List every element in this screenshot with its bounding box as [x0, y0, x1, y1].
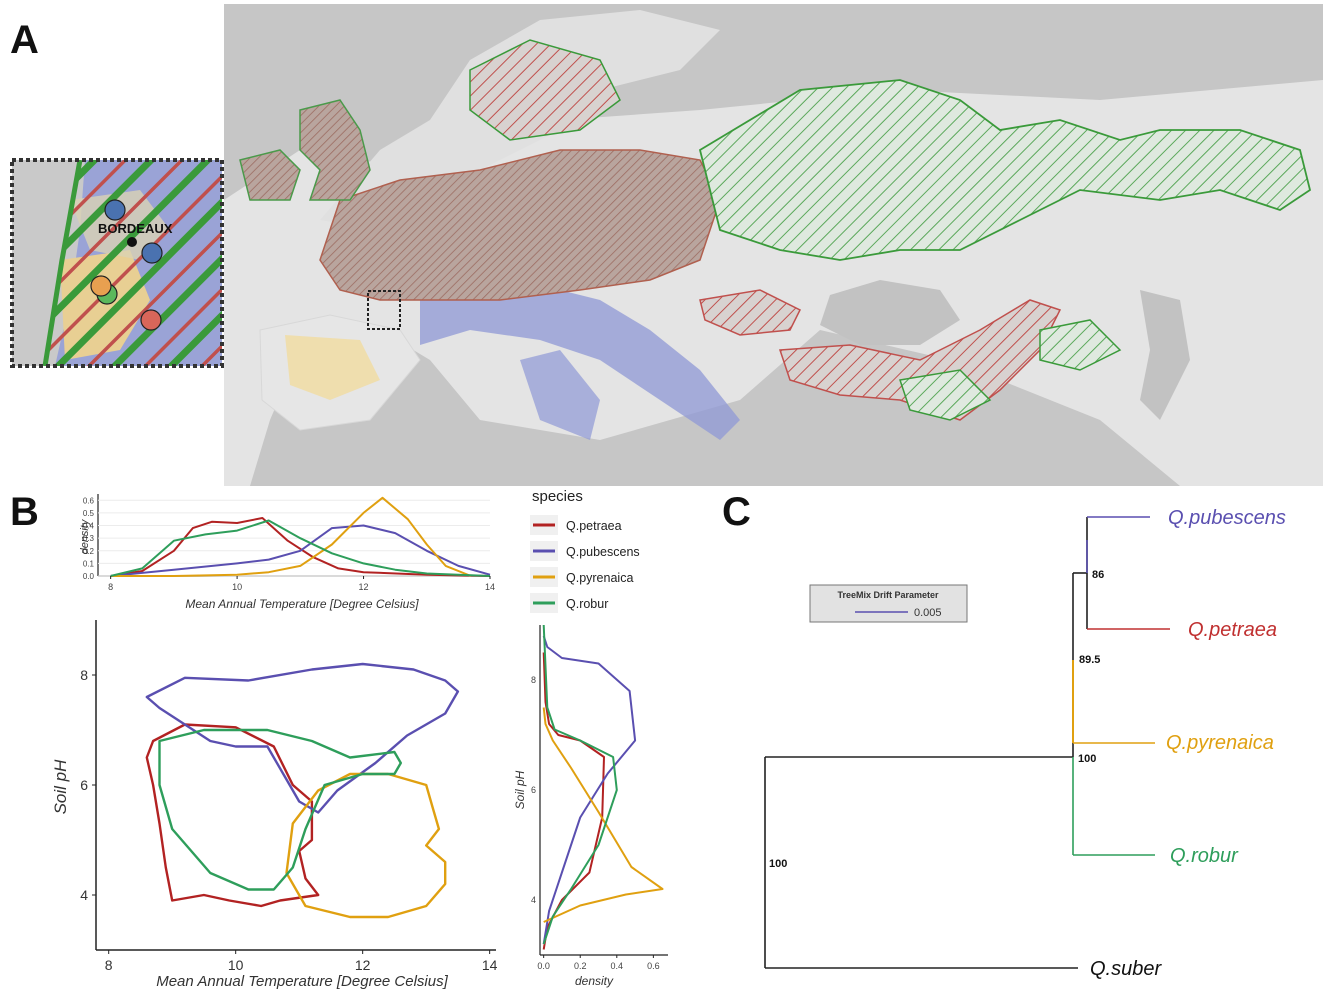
panel-label-c: C	[722, 490, 751, 534]
top-density-line-q-robur	[110, 519, 491, 577]
drift-legend-box: TreeMix Drift Parameter 0.005	[809, 584, 968, 623]
robur-east-range	[698, 79, 1312, 261]
panel-b-chart: 8 10 12 14 0.0 0.1 0.2 0.3 0.4 0.5 0.6 Mean Annua…	[51, 488, 668, 990]
tip-label-pubescens: Q.pubescens	[1168, 507, 1286, 529]
right-x-tick-label: 0.2	[574, 961, 587, 971]
top-y-tick-label: 0.5	[83, 509, 95, 518]
right-x-tick-label: 0.0	[537, 961, 550, 971]
legend-label-q-robur: Q.robur	[566, 597, 608, 611]
bootstrap-100-root: 100	[769, 858, 787, 870]
petraea-balkan-range	[699, 289, 802, 336]
contour-q-pubescens	[145, 662, 460, 814]
legend-label-q-pubescens: Q.pubescens	[566, 545, 640, 559]
top-y-tick-label: 0.1	[83, 559, 95, 568]
contour-plot: 8 10 12 14 4 6 8 Mean Annual Temperature [Deg…	[51, 620, 498, 990]
legend-label-q-pyrenaica: Q.pyrenaica	[566, 571, 633, 585]
ireland-range	[239, 149, 301, 201]
main-x-label: Mean Annual Temperature [Degree Celsius]	[156, 973, 448, 990]
britain-range	[299, 99, 371, 201]
main-y-label: Soil pH	[51, 759, 70, 815]
top-y-tick-label: 0.4	[83, 522, 95, 531]
right-y-tick-label: 4	[531, 895, 536, 905]
tree-branches	[764, 516, 1170, 969]
pyrenaica-range	[285, 335, 380, 400]
right-y-tick-label: 8	[531, 675, 536, 685]
tip-label-petraea: Q.petraea	[1188, 619, 1277, 641]
main-y-tick-label: 8	[80, 667, 88, 683]
top-x-tick-label: 10	[232, 582, 242, 592]
top-x-tick-label: 14	[485, 582, 495, 592]
main-y-tick-label: 6	[80, 777, 88, 793]
right-y-label: Soil pH	[513, 770, 527, 809]
scandinavia-range	[469, 39, 621, 141]
pubescens-range-italy	[520, 350, 600, 440]
inset-locator-box	[367, 290, 401, 330]
robur-anatolia-range	[899, 369, 992, 421]
sample-point-pubescens-1	[104, 199, 126, 221]
top-density-plot: 8 10 12 14 0.0 0.1 0.2 0.3 0.4 0.5 0.6 Mean Annua…	[79, 494, 495, 611]
top-x-label: Mean Annual Temperature [Degree Celsius]	[185, 597, 419, 611]
main-x-tick-label: 10	[228, 957, 244, 973]
distribution-map: BORDEAUX	[10, 4, 1323, 486]
main-x-tick-label: 8	[105, 957, 113, 973]
robur-caucasus-range	[1039, 319, 1122, 371]
drift-legend-title: TreeMix Drift Parameter	[837, 590, 939, 600]
contour-q-robur	[158, 728, 402, 891]
right-x-tick-label: 0.6	[647, 961, 660, 971]
top-y-tick-label: 0.0	[83, 572, 95, 581]
right-x-tick-label: 0.4	[611, 961, 624, 971]
caspian-sea	[1140, 290, 1190, 420]
bordeaux-inset: BORDEAUX	[10, 158, 224, 368]
bootstrap-89-5: 89.5	[1079, 654, 1100, 666]
main-x-tick-label: 14	[482, 957, 498, 973]
top-density-line-q-petraea	[110, 517, 491, 577]
bordeaux-city-marker	[127, 237, 137, 247]
legend-title: species	[532, 488, 583, 505]
petraea-robur-range	[319, 149, 721, 301]
drift-legend-value: 0.005	[914, 607, 942, 619]
main-y-tick-label: 4	[80, 887, 88, 903]
right-y-tick-label: 6	[531, 785, 536, 795]
top-y-tick-label: 0.2	[83, 547, 95, 556]
right-density-plot: 0.0 0.2 0.4 0.6 4 6 8 density Soil pH	[513, 624, 668, 988]
bootstrap-100-ingroup: 100	[1078, 753, 1096, 765]
main-x-tick-label: 12	[355, 957, 371, 973]
tip-label-robur: Q.robur	[1170, 845, 1239, 867]
top-y-label: density	[79, 518, 91, 554]
panel-label-a: A	[10, 18, 39, 62]
right-x-label: density	[575, 974, 614, 988]
species-legend: species Q.petraea Q.pubescens Q.pyrenaica Q…	[530, 488, 640, 613]
sample-point-pubescens-2	[141, 242, 163, 264]
bordeaux-label: BORDEAUX	[98, 221, 173, 236]
right-density-line-q-pubescens	[542, 635, 637, 945]
sample-point-pyrenaica	[90, 275, 112, 297]
legend-label-q-petraea: Q.petraea	[566, 519, 622, 533]
sample-point-petraea	[140, 309, 162, 331]
tip-label-pyrenaica: Q.pyrenaica	[1166, 732, 1274, 754]
right-density-line-q-robur	[542, 624, 618, 945]
tip-label-suber: Q.suber	[1090, 958, 1162, 980]
panel-label-b: B	[10, 490, 39, 534]
pubescens-range	[420, 280, 740, 440]
contour-q-petraea	[145, 723, 320, 908]
right-density-line-q-pyrenaica	[542, 707, 664, 923]
top-x-tick-label: 8	[108, 582, 113, 592]
top-y-tick-label: 0.3	[83, 534, 95, 543]
top-x-tick-label: 12	[359, 582, 369, 592]
black-sea	[820, 280, 960, 345]
top-y-tick-label: 0.6	[83, 496, 95, 505]
bootstrap-86: 86	[1092, 569, 1104, 581]
top-density-line-q-pyrenaica	[110, 496, 472, 577]
